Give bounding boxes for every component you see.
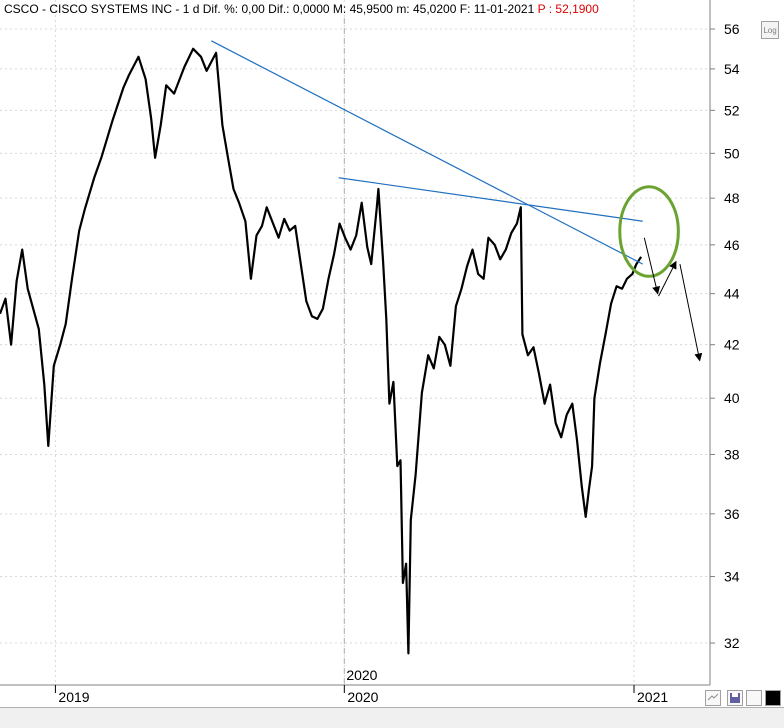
y-tick-label: 54 [724, 61, 740, 77]
period: 1 d [182, 2, 200, 16]
price-label: P : [537, 2, 553, 16]
log-scale-button[interactable]: Log [761, 21, 779, 39]
highlight-ellipse [618, 185, 680, 278]
y-axis: 32 34 36 38 40 42 44 46 48 50 52 54 56 [710, 21, 740, 651]
separator: - [175, 2, 180, 16]
bottom-bar [0, 707, 784, 728]
price-value: 52,1900 [555, 2, 599, 16]
y-tick-label: 36 [724, 506, 740, 522]
dif-pct-label: Dif. %: [202, 2, 239, 16]
forecast-arrow [658, 260, 677, 297]
date-value: 11-01-2021 [473, 2, 535, 16]
zoom-icon[interactable] [705, 690, 721, 706]
dif-label: Dif.: [268, 2, 290, 16]
y-tick-label: 56 [724, 21, 740, 37]
x-axis: 2019 2020 2021 [54, 685, 668, 705]
min-value: 45,0200 [413, 2, 457, 16]
max-value: 45,9500 [349, 2, 393, 16]
min-label: m: [396, 2, 410, 16]
x-tick-label: 2019 [58, 689, 89, 705]
y-tick-label: 46 [724, 237, 740, 253]
y-tick-label: 34 [724, 569, 740, 585]
y-tick-label: 44 [724, 286, 740, 302]
x-tick-label: 2020 [347, 689, 378, 705]
trendline [211, 40, 643, 265]
forecast-arrow [679, 264, 703, 362]
y-tick-label: 40 [724, 390, 740, 406]
white-square-icon[interactable] [746, 690, 762, 706]
price-line [0, 47, 643, 655]
grid [0, 0, 710, 685]
chart-header: CSCO - CISCO SYSTEMS INC - 1 d Dif. %: 0… [4, 2, 599, 16]
price-chart: 2020 32 34 36 38 40 42 44 46 48 50 52 54 56 2019 2020… [0, 0, 740, 705]
price-series [0, 47, 643, 655]
symbol: CSCO [4, 2, 39, 16]
y-tick-label: 38 [724, 446, 740, 462]
dif-value: 0,0000 [292, 2, 330, 16]
trendlines [211, 40, 643, 265]
separator: - [42, 2, 47, 16]
date-label: F: [459, 2, 471, 16]
y-tick-label: 48 [724, 190, 740, 206]
max-label: M: [332, 2, 347, 16]
forecast-arrow [643, 237, 661, 295]
annotations [618, 185, 703, 362]
trendline [338, 177, 643, 222]
x-tick-label: 2021 [637, 689, 668, 705]
y-tick-label: 52 [724, 102, 740, 118]
black-square-icon[interactable] [765, 690, 781, 706]
y-tick-label: 32 [724, 635, 740, 651]
dif-pct-value: 0,00 [241, 2, 265, 16]
y-tick-label: 42 [724, 337, 740, 353]
y-tick-label: 50 [724, 145, 740, 161]
company-name: CISCO SYSTEMS INC [49, 2, 173, 16]
inner-year-label: 2020 [346, 667, 377, 683]
save-icon[interactable] [727, 690, 743, 706]
